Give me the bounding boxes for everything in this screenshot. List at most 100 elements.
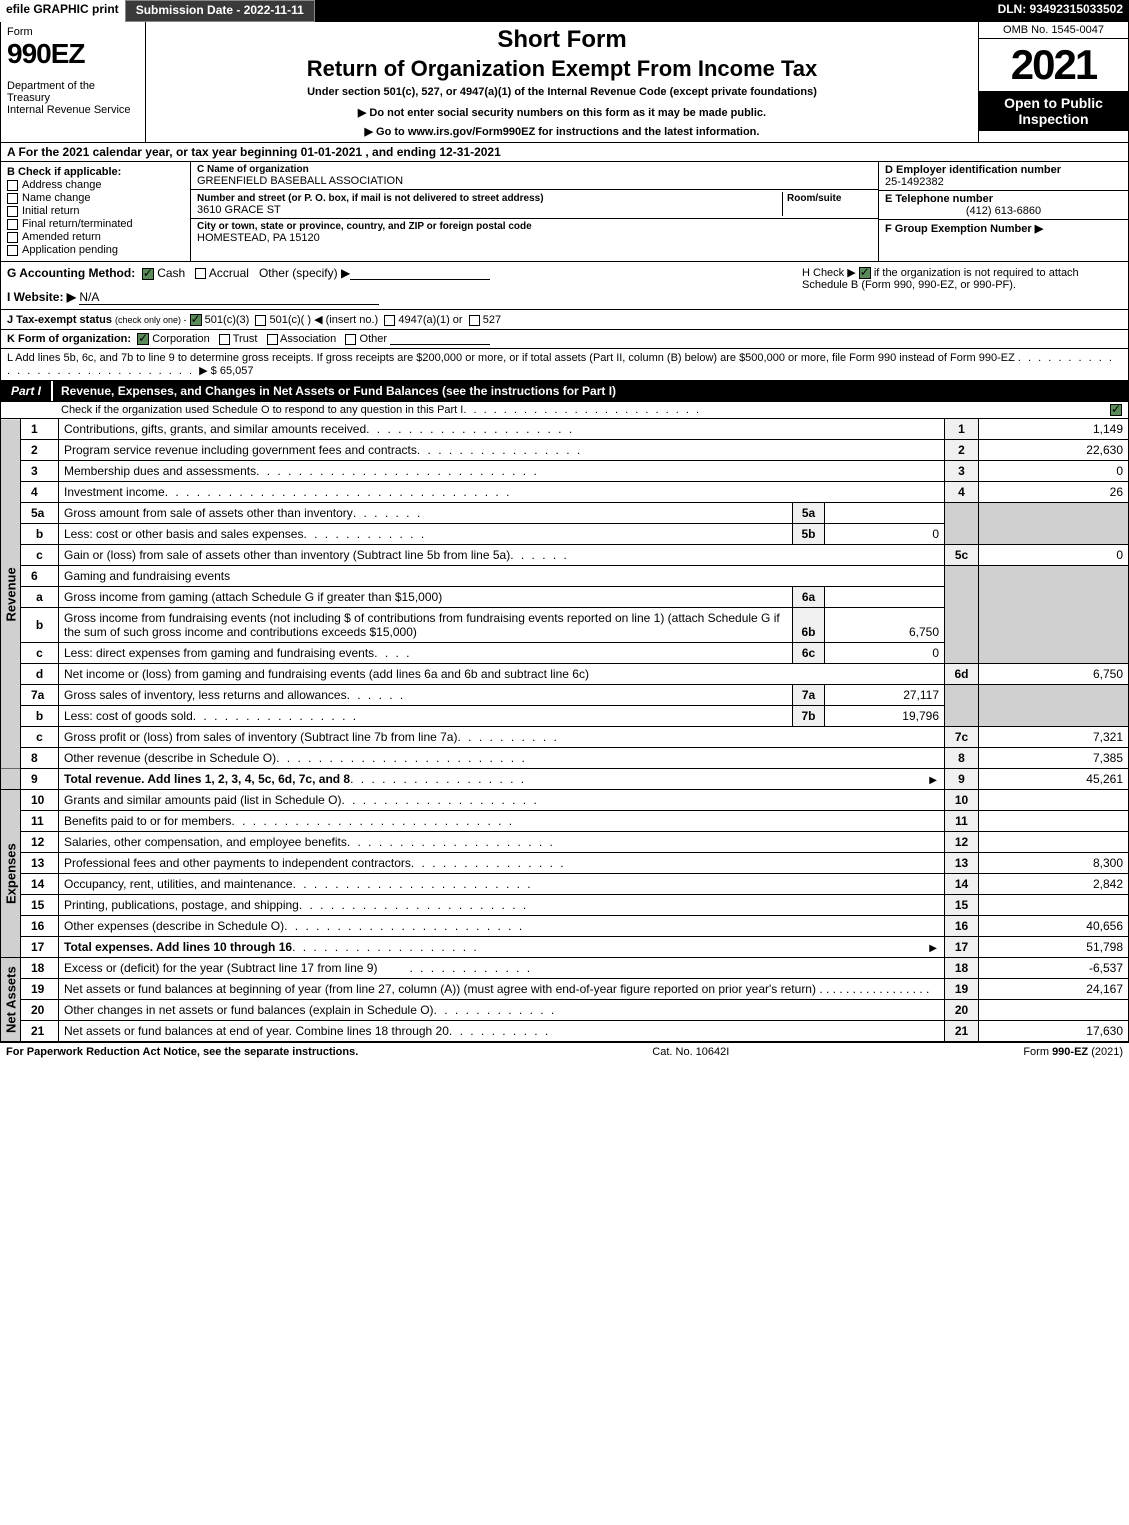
- room-label: Room/suite: [787, 193, 841, 204]
- paperwork-notice: For Paperwork Reduction Act Notice, see …: [6, 1046, 358, 1058]
- section-b-checkboxes: B Check if applicable: Address change Na…: [1, 162, 191, 261]
- line-6d: d Net income or (loss) from gaming and f…: [1, 664, 1129, 685]
- revenue-sidelabel: Revenue: [1, 419, 21, 769]
- form-ref: Form 990-EZ (2021): [1023, 1046, 1123, 1058]
- catalog-number: Cat. No. 10642I: [358, 1046, 1023, 1058]
- section-b-label: B Check if applicable:: [7, 166, 184, 178]
- form-title-block: Short Form Return of Organization Exempt…: [146, 22, 978, 142]
- checkbox-4947[interactable]: [384, 315, 395, 326]
- org-info-block: B Check if applicable: Address change Na…: [0, 162, 1129, 262]
- checkbox-accrual[interactable]: [195, 268, 206, 279]
- form-header: Form 990EZ Department of the Treasury In…: [0, 22, 1129, 143]
- group-exemption-label: F Group Exemption Number ▶: [885, 222, 1122, 235]
- line-7c: c Gross profit or (loss) from sales of i…: [1, 727, 1129, 748]
- line-2: 2 Program service revenue including gove…: [1, 440, 1129, 461]
- row-j-tax-exempt: J Tax-exempt status (check only one) - 5…: [0, 310, 1129, 330]
- line-12: 12 Salaries, other compensation, and emp…: [1, 832, 1129, 853]
- part-1-header: Part I Revenue, Expenses, and Changes in…: [0, 381, 1129, 402]
- dln-number: DLN: 93492315033502: [992, 0, 1129, 22]
- efile-label[interactable]: efile GRAPHIC print: [0, 0, 125, 22]
- ssn-warning: ▶ Do not enter social security numbers o…: [154, 106, 970, 119]
- arrow-icon: [927, 940, 939, 954]
- line-5a: 5a Gross amount from sale of assets othe…: [1, 503, 1129, 524]
- form-word: Form: [7, 26, 139, 38]
- phone-label: E Telephone number: [885, 193, 1122, 205]
- ein-label: D Employer identification number: [885, 164, 1122, 176]
- org-name-label: C Name of organization: [197, 164, 872, 175]
- checkbox-schedule-o[interactable]: [1110, 404, 1122, 416]
- accounting-method-label: G Accounting Method:: [7, 266, 135, 280]
- city-state-zip: HOMESTEAD, PA 15120: [197, 232, 872, 244]
- org-name: GREENFIELD BASEBALL ASSOCIATION: [197, 175, 872, 187]
- revenue-table: Revenue 1 Contributions, gifts, grants, …: [0, 419, 1129, 1042]
- short-form-title: Short Form: [154, 26, 970, 54]
- line-10: Expenses 10 Grants and similar amounts p…: [1, 790, 1129, 811]
- page-footer: For Paperwork Reduction Act Notice, see …: [0, 1042, 1129, 1061]
- checkbox-corporation[interactable]: [137, 333, 149, 345]
- row-k-form-org: K Form of organization: Corporation Trus…: [0, 330, 1129, 349]
- irs-label: Internal Revenue Service: [7, 104, 139, 116]
- omb-number: OMB No. 1545-0047: [979, 22, 1128, 39]
- goto-link[interactable]: ▶ Go to www.irs.gov/Form990EZ for instru…: [154, 125, 970, 138]
- website-label: I Website: ▶: [7, 290, 76, 304]
- line-6: 6 Gaming and fundraising events: [1, 566, 1129, 587]
- phone-value: (412) 613-6860: [885, 205, 1122, 217]
- ein-value: 25-1492382: [885, 176, 1122, 188]
- line-9: 9 Total revenue. Add lines 1, 2, 3, 4, 5…: [1, 769, 1129, 790]
- line-18: Net Assets 18 Excess or (deficit) for th…: [1, 958, 1129, 979]
- gross-receipts-amount: 65,057: [220, 365, 254, 377]
- checkbox-name-change[interactable]: Name change: [7, 192, 184, 204]
- line-3: 3 Membership dues and assessments . . . …: [1, 461, 1129, 482]
- checkbox-cash[interactable]: [142, 268, 154, 280]
- form-number-block: Form 990EZ Department of the Treasury In…: [1, 22, 146, 142]
- checkbox-application-pending[interactable]: Application pending: [7, 244, 184, 256]
- checkbox-amended-return[interactable]: Amended return: [7, 231, 184, 243]
- form-number: 990EZ: [7, 38, 139, 70]
- under-section-text: Under section 501(c), 527, or 4947(a)(1)…: [154, 86, 970, 98]
- netassets-sidelabel: Net Assets: [1, 958, 21, 1042]
- arrow-icon: [927, 772, 939, 786]
- checkbox-trust[interactable]: [219, 334, 230, 345]
- header-right: OMB No. 1545-0047 2021 Open to Public In…: [978, 22, 1128, 142]
- checkbox-initial-return[interactable]: Initial return: [7, 205, 184, 217]
- line-8: 8 Other revenue (describe in Schedule O)…: [1, 748, 1129, 769]
- checkbox-final-return[interactable]: Final return/terminated: [7, 218, 184, 230]
- checkbox-address-change[interactable]: Address change: [7, 179, 184, 191]
- line-16: 16 Other expenses (describe in Schedule …: [1, 916, 1129, 937]
- line-7a: 7a Gross sales of inventory, less return…: [1, 685, 1129, 706]
- street-address: 3610 GRACE ST: [197, 204, 782, 216]
- row-a-tax-year: A For the 2021 calendar year, or tax yea…: [0, 143, 1129, 162]
- checkbox-501c3[interactable]: [190, 314, 202, 326]
- line-20: 20 Other changes in net assets or fund b…: [1, 1000, 1129, 1021]
- checkbox-association[interactable]: [267, 334, 278, 345]
- part-1-tab: Part I: [1, 381, 53, 401]
- line-17: 17 Total expenses. Add lines 10 through …: [1, 937, 1129, 958]
- line-14: 14 Occupancy, rent, utilities, and maint…: [1, 874, 1129, 895]
- line-4: 4 Investment income . . . . . . . . . . …: [1, 482, 1129, 503]
- expenses-sidelabel: Expenses: [1, 790, 21, 958]
- line-19: 19 Net assets or fund balances at beginn…: [1, 979, 1129, 1000]
- line-21: 21 Net assets or fund balances at end of…: [1, 1021, 1129, 1042]
- checkbox-schedule-b[interactable]: [859, 267, 871, 279]
- submission-date: Submission Date - 2022-11-11: [125, 0, 315, 22]
- row-ghi: G Accounting Method: Cash Accrual Other …: [0, 262, 1129, 310]
- line-13: 13 Professional fees and other payments …: [1, 853, 1129, 874]
- line-11: 11 Benefits paid to or for members . . .…: [1, 811, 1129, 832]
- row-h-schedule-b: H Check ▶ if the organization is not req…: [802, 266, 1122, 305]
- section-c-org: C Name of organization GREENFIELD BASEBA…: [191, 162, 878, 261]
- open-to-public: Open to Public Inspection: [979, 91, 1128, 131]
- top-bar: efile GRAPHIC print Submission Date - 20…: [0, 0, 1129, 22]
- checkbox-527[interactable]: [469, 315, 480, 326]
- city-label: City or town, state or province, country…: [197, 221, 872, 232]
- line-5c: c Gain or (loss) from sale of assets oth…: [1, 545, 1129, 566]
- checkbox-other-org[interactable]: [345, 334, 356, 345]
- line-1: Revenue 1 Contributions, gifts, grants, …: [1, 419, 1129, 440]
- return-title: Return of Organization Exempt From Incom…: [154, 56, 970, 82]
- line-15: 15 Printing, publications, postage, and …: [1, 895, 1129, 916]
- tax-year: 2021: [979, 39, 1128, 91]
- dept-treasury: Department of the Treasury: [7, 80, 139, 104]
- checkbox-501c[interactable]: [255, 315, 266, 326]
- part-1-title: Revenue, Expenses, and Changes in Net As…: [53, 381, 1128, 401]
- part-1-subtitle: Check if the organization used Schedule …: [0, 402, 1129, 419]
- section-def: D Employer identification number 25-1492…: [878, 162, 1128, 261]
